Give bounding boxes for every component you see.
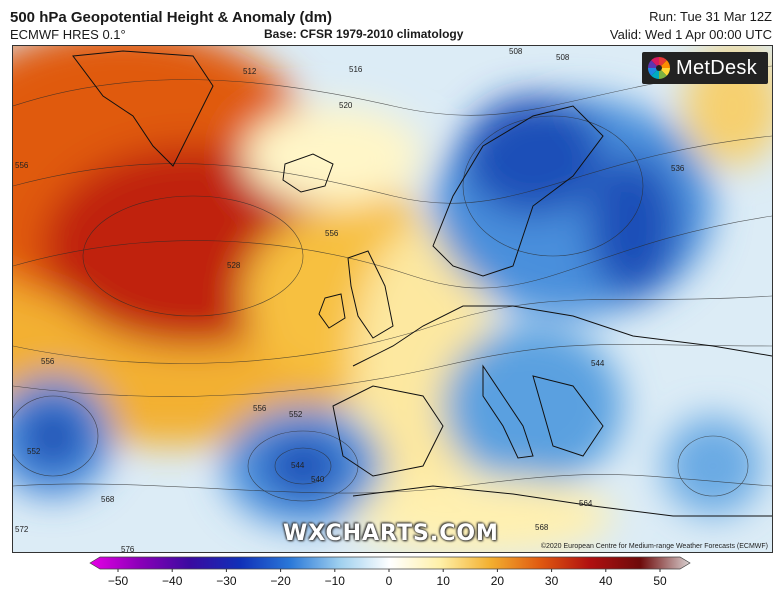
valid-time: Valid: Wed 1 Apr 00:00 UTC — [609, 27, 772, 42]
coastlines — [72, 50, 772, 517]
colorbar-tick-label: 30 — [545, 574, 559, 588]
contour-label: 572 — [15, 525, 29, 534]
contour-label: 512 — [243, 67, 257, 76]
contour-label: 556 — [253, 404, 267, 413]
colorbar-tick-label: −20 — [270, 574, 291, 588]
contour-label: 556 — [325, 229, 339, 238]
wxcharts-watermark: WXCHARTS.COM — [283, 521, 499, 546]
contour-label: 568 — [101, 495, 115, 504]
contour-label: 576 — [121, 545, 135, 552]
model-name: ECMWF HRES 0.1° — [10, 27, 126, 42]
contour-label: 516 — [349, 65, 363, 74]
colorbar-canvas: −50 −40 −30 −20 −10 0 10 20 30 40 50 — [89, 556, 691, 588]
chart-header: 500 hPa Geopotential Height & Anomaly (d… — [0, 0, 784, 46]
iberia-coast — [332, 385, 444, 477]
iceland-coast — [282, 153, 334, 193]
colorbar-tick-label: 40 — [599, 574, 613, 588]
colorbar-tick-label: −40 — [162, 574, 183, 588]
britain-coast — [347, 250, 394, 339]
colorbar-tick-label: 50 — [653, 574, 667, 588]
contour-label: 520 — [339, 101, 353, 110]
contour-label: 568 — [535, 523, 549, 532]
contour-label: 544 — [291, 461, 305, 470]
italy-coast — [482, 364, 534, 459]
contour-label: 564 — [579, 499, 593, 508]
contour-label: 556 — [15, 161, 29, 170]
climatology-base: Base: CFSR 1979-2010 climatology — [264, 27, 464, 41]
anomaly-field — [13, 46, 772, 552]
metdesk-logo-mark — [647, 56, 671, 80]
ireland-coast — [318, 293, 346, 329]
contour-label: 552 — [289, 410, 303, 419]
colorbar-tick-label: −50 — [108, 574, 129, 588]
run-time: Run: Tue 31 Mar 12Z — [649, 9, 772, 24]
metdesk-logo-text: MetDesk — [676, 56, 758, 79]
scandinavia-coast — [432, 105, 604, 277]
colorbar-tick-label: 10 — [437, 574, 451, 588]
contour-label: 508 — [509, 47, 523, 56]
europe-coast — [352, 305, 772, 367]
copyright-notice: ©2020 European Centre for Medium-range W… — [540, 543, 768, 550]
contour-label: 556 — [41, 357, 55, 366]
balkans-coast — [532, 375, 604, 457]
colorbar-tick-label: −10 — [325, 574, 346, 588]
north-africa-coast — [352, 485, 772, 517]
contour-label: 544 — [591, 359, 605, 368]
contour-label: 540 — [311, 475, 325, 484]
colorbar-tick-label: 0 — [386, 574, 393, 588]
colorbar-strip — [89, 556, 691, 570]
anomaly-colorbar: −50 −40 −30 −20 −10 0 10 20 30 40 50 — [0, 556, 784, 600]
contour-label: 536 — [671, 164, 685, 173]
greenland-coast — [72, 50, 214, 167]
colorbar-ticks: −50 −40 −30 −20 −10 0 10 20 30 40 50 — [108, 569, 667, 588]
colorbar-tick-label: −30 — [216, 574, 237, 588]
contour-label: 552 — [27, 447, 41, 456]
metdesk-logo: MetDesk — [642, 52, 768, 84]
contour-labels: 512 516 520 508 508 536 556 556 544 552 … — [15, 47, 685, 552]
chart-title: 500 hPa Geopotential Height & Anomaly (d… — [10, 9, 332, 26]
anomaly-map: 512 516 520 508 508 536 556 556 544 552 … — [12, 45, 773, 553]
map-canvas: 512 516 520 508 508 536 556 556 544 552 … — [13, 46, 772, 552]
contour-label: 508 — [556, 53, 570, 62]
contour-label: 528 — [227, 261, 241, 270]
colorbar-tick-label: 20 — [491, 574, 505, 588]
